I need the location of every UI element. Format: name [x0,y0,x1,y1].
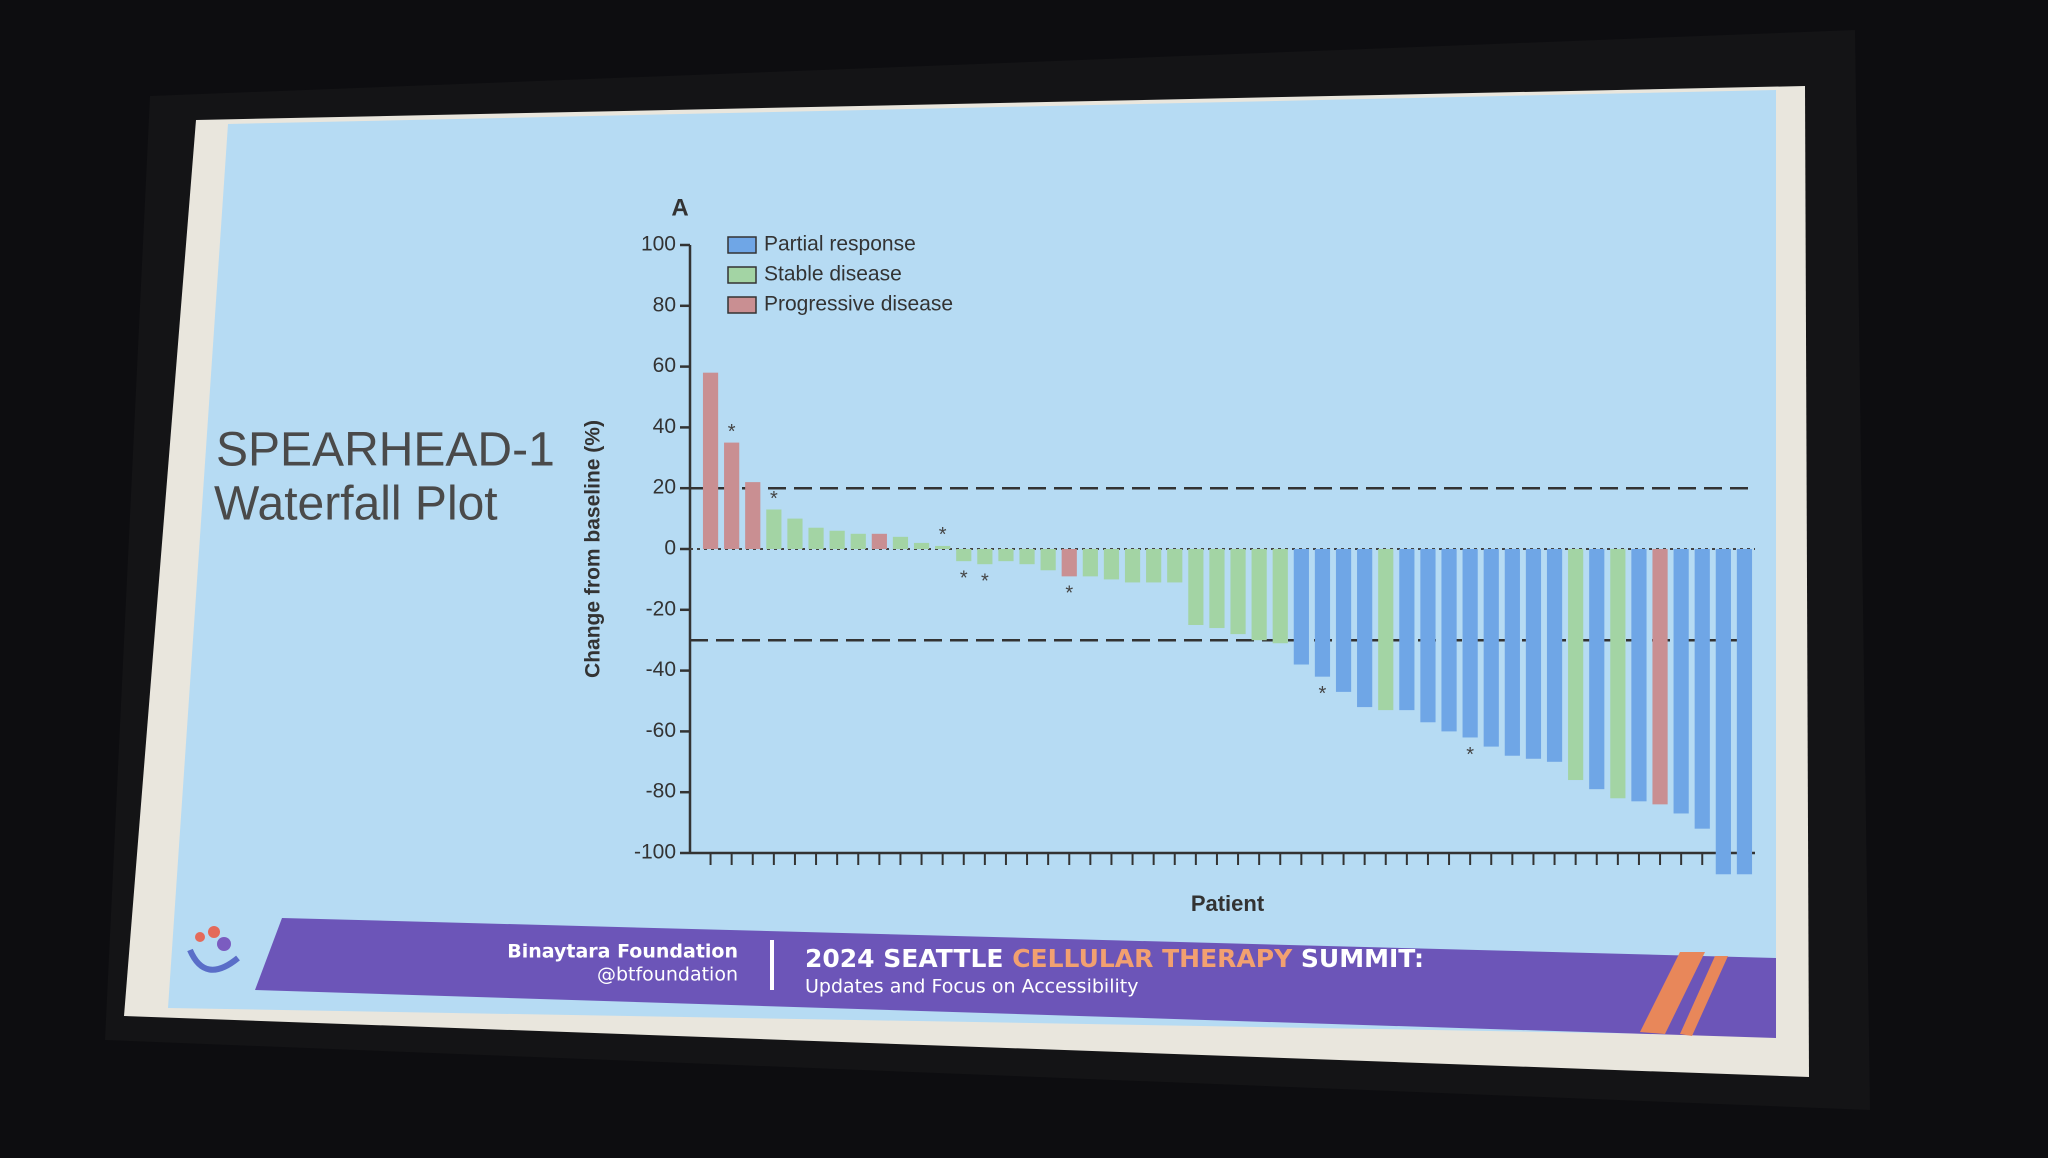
annotation: * [981,570,989,592]
y-tick-label: 60 [653,354,676,377]
bar [1335,549,1352,692]
bar [892,536,909,549]
bar [1399,549,1415,711]
bar [1146,549,1162,583]
bar [1504,549,1520,756]
bar [871,533,887,549]
bar [935,545,951,549]
bar [1420,549,1436,723]
bar [1441,549,1457,732]
chart: -100 -80 -60 -40 -20 0 20 40 60 80 100 A Change from… [582,194,1755,916]
bar [1736,549,1753,875]
bar [1589,549,1605,790]
footer-stripe [1680,956,1728,1036]
annotation: * [939,524,947,546]
bar [1167,549,1183,583]
bar [977,549,993,565]
bar [1546,549,1563,762]
bar [1124,549,1141,583]
bar [913,542,930,549]
bar [808,527,824,549]
bar [1272,549,1288,644]
footer-stripe [1640,952,1705,1034]
legend-swatch [727,296,757,314]
annotation: * [1065,583,1073,605]
bar [1251,549,1267,641]
bar [1673,549,1689,814]
slide-title: Waterfall Plot [214,478,498,531]
y-axis-label: Change from baseline (%) [582,420,605,678]
bar [998,549,1014,562]
bar [1061,549,1077,577]
footer-subtitle: Updates and Focus on Accessibility [805,976,1138,998]
bar [1568,549,1584,781]
annotation: * [1466,744,1474,766]
bar [1188,549,1204,625]
bar [724,442,740,549]
bar [1019,549,1035,565]
bar [1040,549,1056,571]
bar [1462,549,1478,738]
annotation: * [960,567,968,589]
y-tick-label: 40 [653,415,676,438]
y-tick-label: -60 [646,719,676,742]
y-tick-label: -20 [646,597,676,620]
y-tick-label: -40 [646,658,676,681]
event-text: 2024 SEATTLE [805,944,1003,973]
bar [1314,549,1331,677]
bar [1103,549,1120,580]
bar [1082,549,1098,577]
footer-handle: @btfoundation [597,964,738,986]
legend-swatch [727,266,757,284]
bar [702,372,719,549]
bar [766,509,782,549]
bar [1652,549,1668,805]
bar [829,530,845,549]
bar [1209,549,1225,629]
slide [168,90,1776,1036]
legend-label: Stable disease [764,263,902,286]
logo [187,926,240,973]
footer-event: 2024 SEATTLE CELLULAR THERAPY SUMMIT: [805,944,1424,973]
y-tick-label: -80 [646,780,676,803]
bar [1525,549,1542,759]
annotation: * [728,421,736,443]
footer-band [255,918,1776,1038]
bar [1378,549,1394,711]
y-tick-label: 20 [653,476,676,499]
bar [956,549,972,562]
legend-swatch [727,236,757,254]
x-axis-label: Patient [1191,891,1265,916]
bar [850,533,866,549]
annotation: * [1319,683,1327,705]
annotation: * [770,488,778,510]
footer-org: Binaytara Foundation [507,941,738,963]
y-tick-label: 100 [641,233,676,256]
legend-label: Progressive disease [764,293,953,316]
bar [1230,549,1246,635]
panel-label: A [671,194,688,221]
slide-title: SPEARHEAD-1 [216,424,555,477]
event-text: CELLULAR THERAPY [1012,944,1293,973]
y-tick-label: -100 [634,841,676,864]
bar [745,482,761,549]
bar [1631,549,1647,802]
bar [1357,549,1373,708]
bar [1715,549,1731,875]
legend-label: Partial response [764,233,916,256]
bar [1293,549,1309,665]
bar [787,518,803,549]
bar [1610,549,1626,799]
bar [1483,549,1499,747]
event-text: SUMMIT: [1301,944,1424,973]
y-tick-label: 0 [664,537,676,560]
y-tick-label: 80 [653,293,676,316]
bar [1694,549,1710,829]
